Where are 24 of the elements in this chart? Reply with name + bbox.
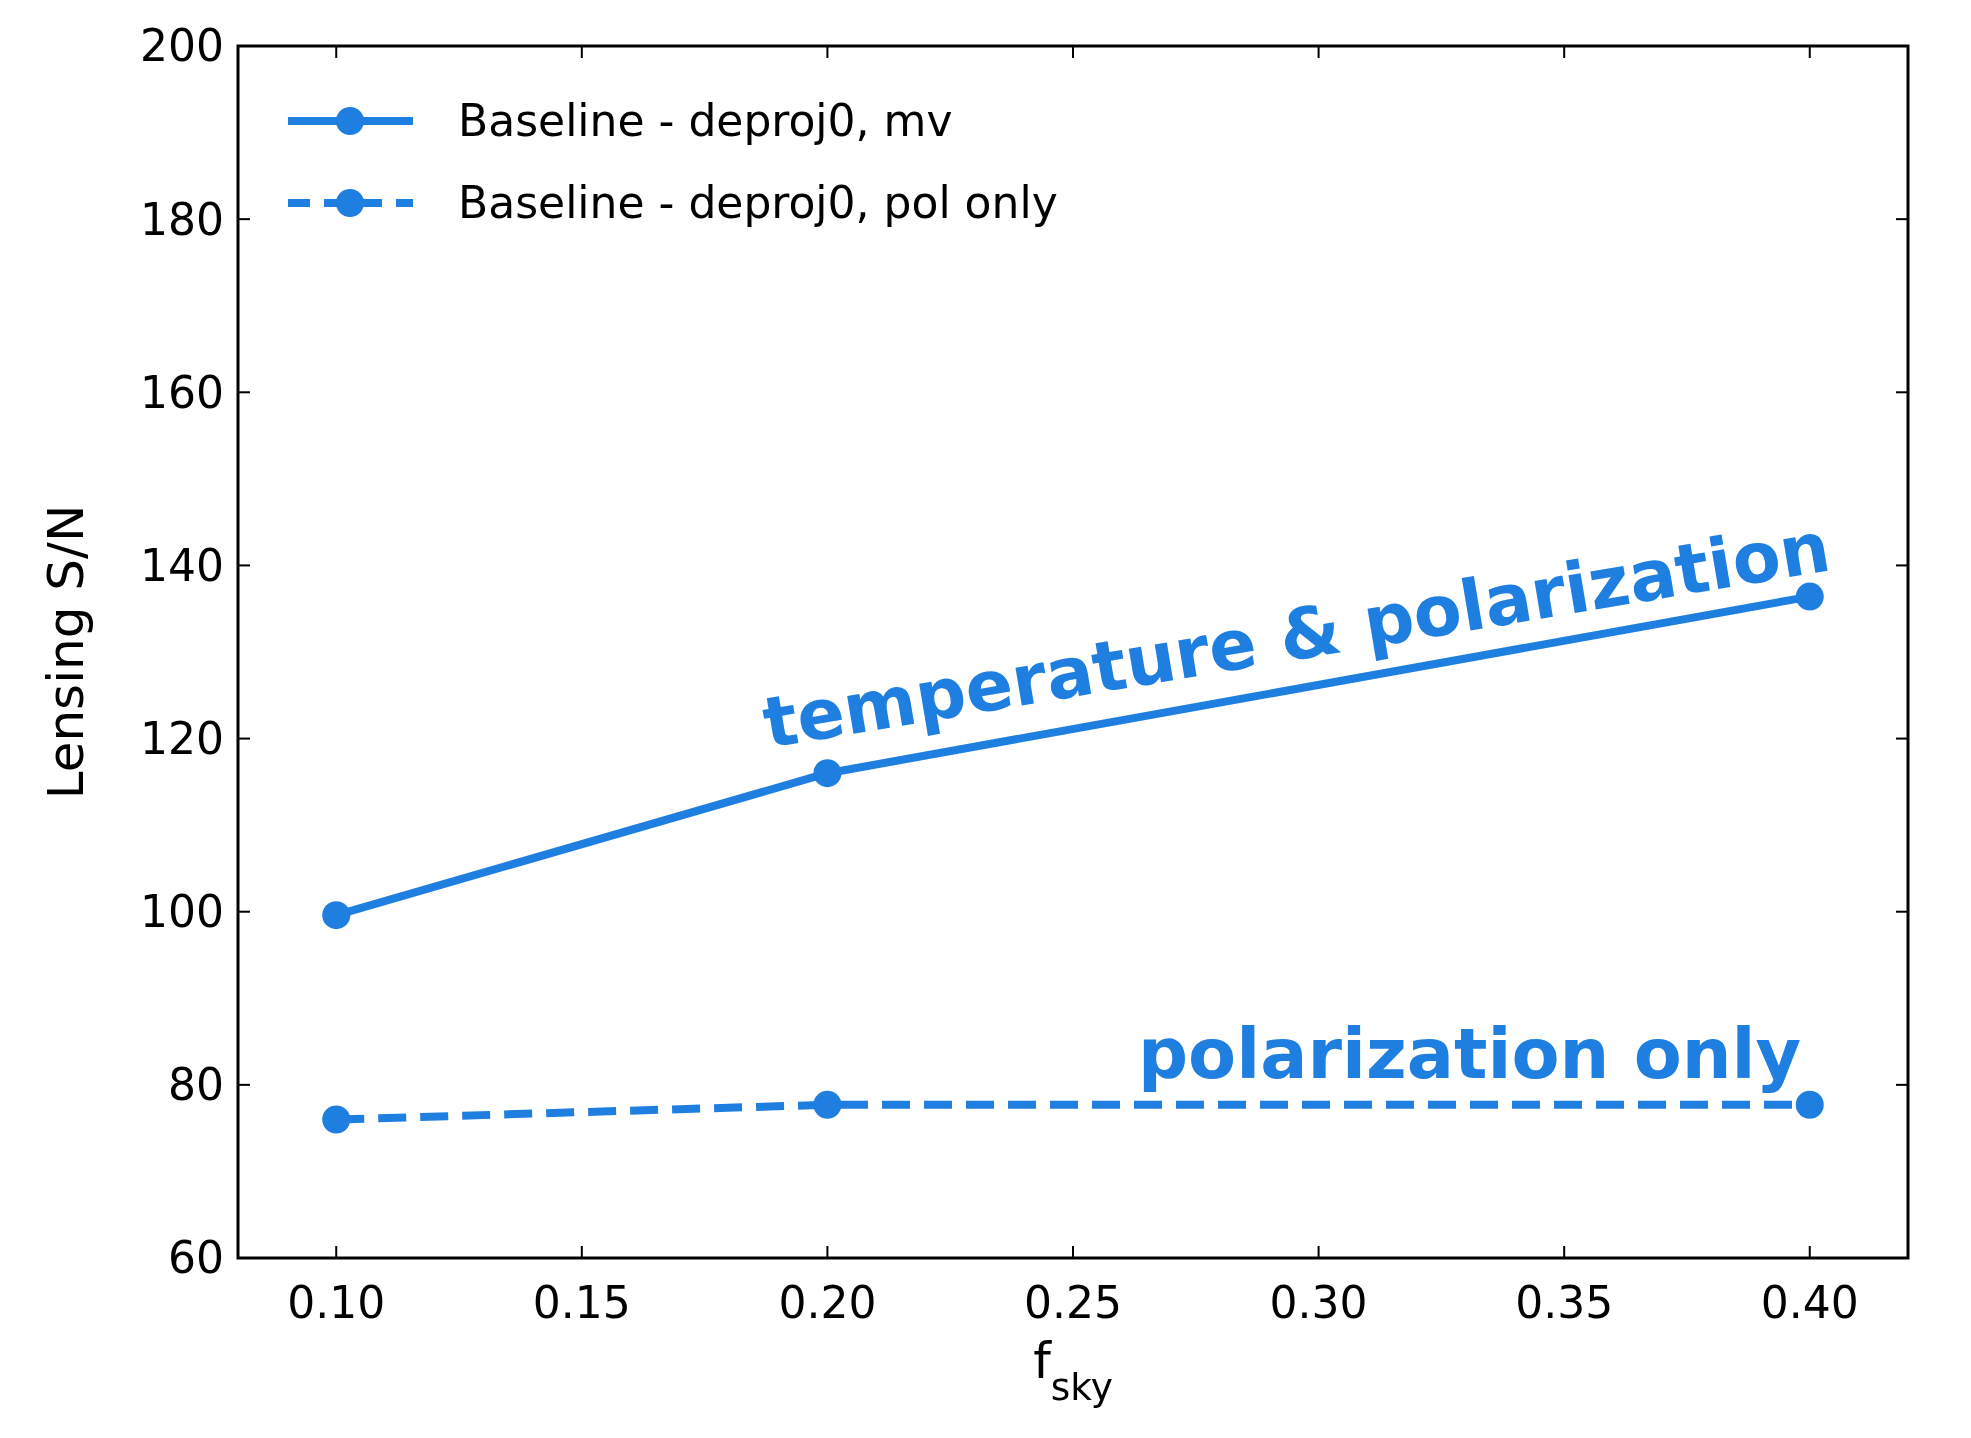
- point: [813, 1090, 842, 1119]
- x-tick-label: 0.15: [532, 1277, 631, 1328]
- x-tick-label: 0.40: [1760, 1277, 1859, 1328]
- point: [322, 901, 351, 930]
- y-tick-label: 160: [140, 366, 224, 418]
- y-tick-label: 120: [140, 712, 224, 764]
- point: [813, 759, 842, 788]
- x-tick-label: 0.35: [1515, 1277, 1614, 1328]
- x-tick-label: 0.25: [1024, 1277, 1122, 1328]
- legend-label: Baseline - deproj0, pol only: [458, 177, 1058, 229]
- point: [322, 1105, 351, 1134]
- y-axis-title: Lensing S/N: [37, 504, 95, 800]
- x-tick-label: 0.10: [287, 1277, 386, 1328]
- annotation: polarization only: [1138, 1013, 1802, 1095]
- x-axis-title: f$_{sky}$: [1033, 1332, 1113, 1409]
- y-tick-label: 60: [168, 1232, 224, 1284]
- y-tick-label: 100: [140, 886, 224, 938]
- x-tick-label: 0.30: [1269, 1277, 1368, 1328]
- x-tick-label: 0.20: [778, 1277, 877, 1328]
- y-tick-label: 180: [140, 193, 224, 245]
- y-tick-label: 80: [168, 1059, 224, 1111]
- legend-label: Baseline - deproj0, mv: [458, 95, 953, 147]
- y-tick-label: 200: [140, 20, 224, 72]
- y-tick-label: 140: [140, 539, 224, 591]
